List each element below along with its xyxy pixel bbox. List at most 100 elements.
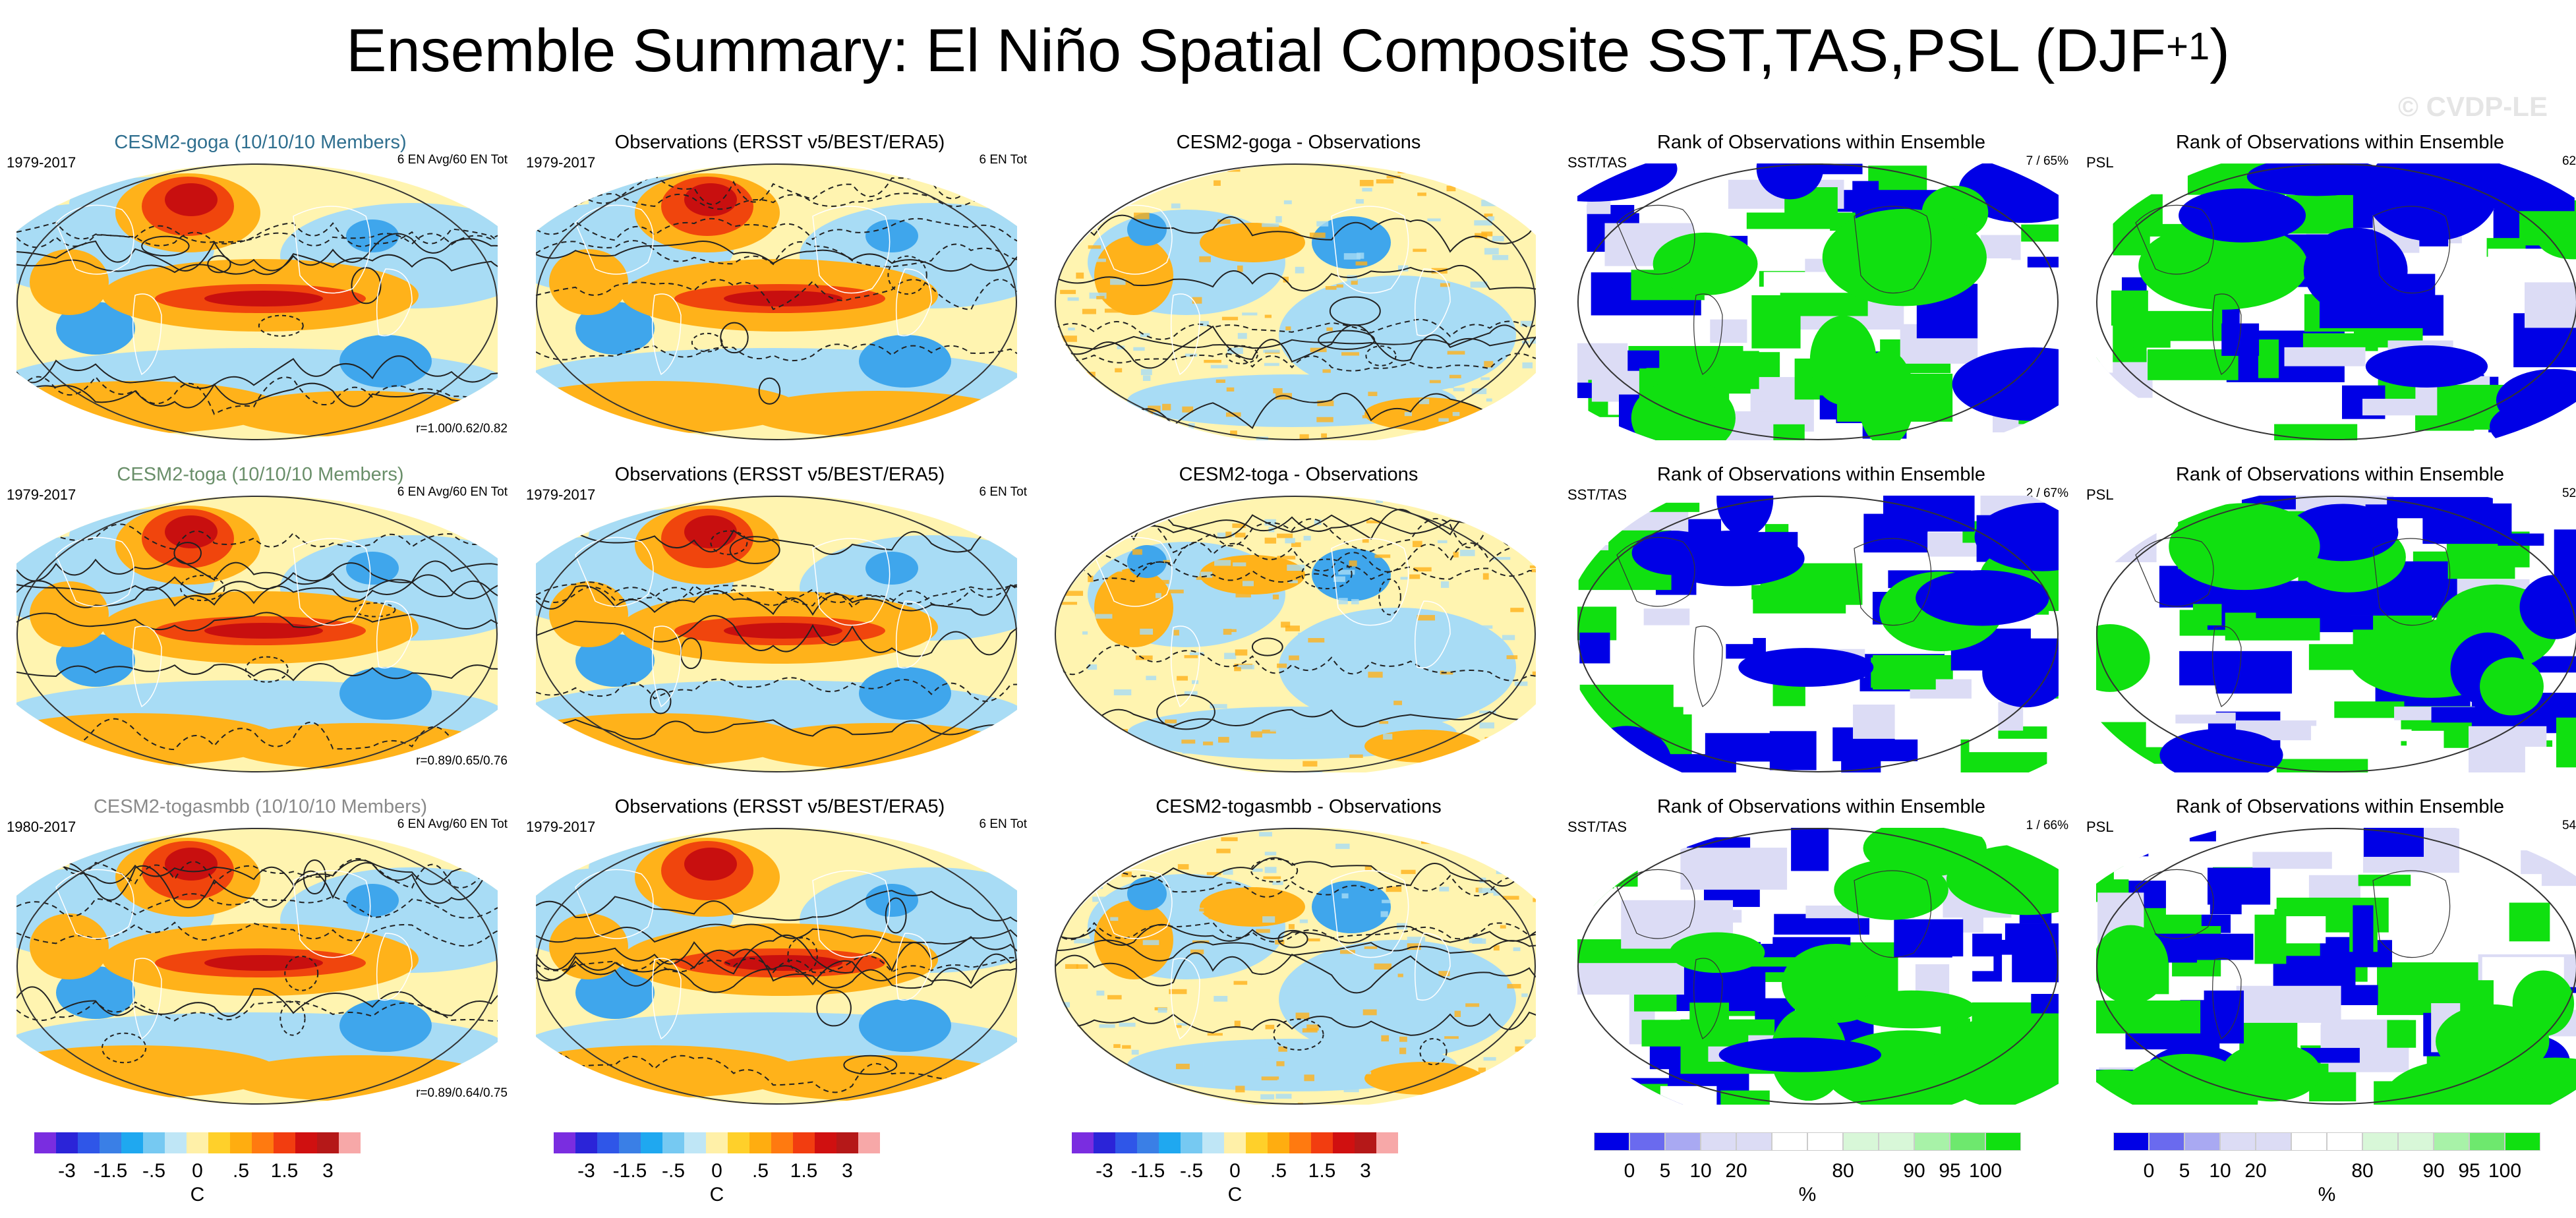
colorbar-tick-label: -.5 [662,1160,685,1182]
rank-map [1577,496,2059,772]
colorbar-swatch [1594,1132,1629,1151]
colorbar-swatch [1072,1132,1094,1153]
colorbar-tick-label: -.5 [142,1160,165,1182]
panel-pattern-correlation: r=0.89/0.65/0.76 [416,754,508,768]
panel-r2-diff: CESM2-toga - Observations [1045,463,1552,792]
colorbar-swatch [1914,1132,1950,1151]
colorbar-swatch [1311,1132,1333,1153]
panel-title: Rank of Observations within Ensemble [2086,463,2576,486]
colorbar-tick-label: 95 [2458,1160,2480,1182]
colorbar-unit: % [2318,1184,2336,1206]
panel-r3-model: CESM2-togasmbb (10/10/10 Members)1980-20… [7,795,514,1124]
colorbar-swatch [1202,1132,1224,1153]
rank-map [1577,163,2059,440]
colorbar-swatch [1665,1132,1701,1151]
colorbar-swatch [1289,1132,1311,1153]
colorbar-swatch [554,1132,575,1153]
colorbar-tick-label: 5 [2179,1160,2190,1182]
panel-title: Rank of Observations within Ensemble [2086,130,2576,154]
colorbar-swatch [1879,1132,1914,1151]
colorbar-swatch [2149,1132,2184,1151]
colorbar-tick-label: 10 [2209,1160,2231,1182]
colorbar-tick-label: 20 [2244,1160,2266,1182]
colorbar-tick-label: 3 [842,1160,853,1182]
colorbar-swatch [2220,1132,2256,1151]
colorbar-tick-label: 0 [192,1160,203,1182]
colorbar-tick-label: 20 [1725,1160,1747,1182]
colorbar-tick-label: .5 [752,1160,769,1182]
panel-r3-diff: CESM2-togasmbb - Observations [1045,795,1552,1124]
rank-map [1577,828,2059,1105]
colorbar-unit: C [1228,1184,1243,1206]
colorbar-unit: % [1799,1184,1817,1206]
colorbar-swatch [1807,1132,1843,1151]
colorbar-tick-label: 100 [2488,1160,2521,1182]
colorbar-swatch [2469,1132,2505,1151]
anomaly-map [536,163,1017,440]
rank-map [2096,828,2576,1105]
colorbar-swatch [2327,1132,2362,1151]
colorbar-swatch [771,1132,793,1153]
colorbar-tick-label: -1.5 [613,1160,647,1182]
colorbar-swatch [100,1132,121,1153]
colorbar-swatch [749,1132,771,1153]
colorbar-swatch [1950,1132,1985,1151]
colorbar-swatch [1137,1132,1159,1153]
colorbar-swatch [575,1132,597,1153]
colorbar-tick-label: -1.5 [1131,1160,1165,1182]
panel-title: CESM2-togasmbb (10/10/10 Members) [7,795,514,819]
colorbar-swatch [728,1132,749,1153]
anomaly-map [16,828,498,1105]
colorbar-swatch [2505,1132,2540,1151]
colorbar-swatch [208,1132,230,1153]
colorbar-swatch [274,1132,295,1153]
figure-title: Ensemble Summary: El Niño Spatial Compos… [0,14,2576,87]
colorbar-swatch [2184,1132,2220,1151]
colorbar-swatch [2113,1132,2149,1151]
anomaly-map [16,163,498,440]
panel-title: Rank of Observations within Ensemble [1567,463,2075,486]
colorbar-swatch [252,1132,274,1153]
colorbar-swatch [1629,1132,1665,1151]
colorbar-swatch [2362,1132,2398,1151]
colorbar-tick-label: 3 [322,1160,334,1182]
colorbar-swatch [836,1132,858,1153]
colorbar-swatch [1181,1132,1202,1153]
rank-map [2096,163,2576,440]
colorbar-tick-label: 3 [1360,1160,1371,1182]
colorbar-tick-label: 0 [711,1160,722,1182]
colorbar-swatch [641,1132,662,1153]
anomaly-map [1055,828,1536,1105]
colorbar-swatch [339,1132,361,1153]
colorbar-swatch [187,1132,208,1153]
panel-title: CESM2-toga (10/10/10 Members) [7,463,514,486]
colorbar-swatch [34,1132,56,1153]
colorbar-tick-label: 0 [1229,1160,1241,1182]
colorbar-unit: C [190,1184,205,1206]
anomaly-map [536,828,1017,1105]
colorbar-tick-label: 1.5 [790,1160,818,1182]
colorbar-swatch [1224,1132,1246,1153]
anomaly-map [536,496,1017,772]
panel-pattern-correlation: r=1.00/0.62/0.82 [416,422,508,436]
colorbar-tick-label: .5 [1270,1160,1287,1182]
colorbar-tick-label: 80 [1832,1160,1854,1182]
colorbar-swatch [619,1132,641,1153]
panel-title: Rank of Observations within Ensemble [1567,795,2075,819]
colorbar-tick-label: -3 [58,1160,76,1182]
panel-pattern-correlation: r=0.89/0.64/0.75 [416,1086,508,1101]
colorbar-tick-label: 1.5 [271,1160,299,1182]
colorbar-swatch [165,1132,187,1153]
colorbar-swatch [1736,1132,1772,1151]
colorbar-tick-label: -3 [577,1160,595,1182]
colorbar-swatch [858,1132,880,1153]
colorbar-tick-label: -3 [1096,1160,1113,1182]
colorbar-swatch [56,1132,78,1153]
colorbar-swatch [317,1132,339,1153]
